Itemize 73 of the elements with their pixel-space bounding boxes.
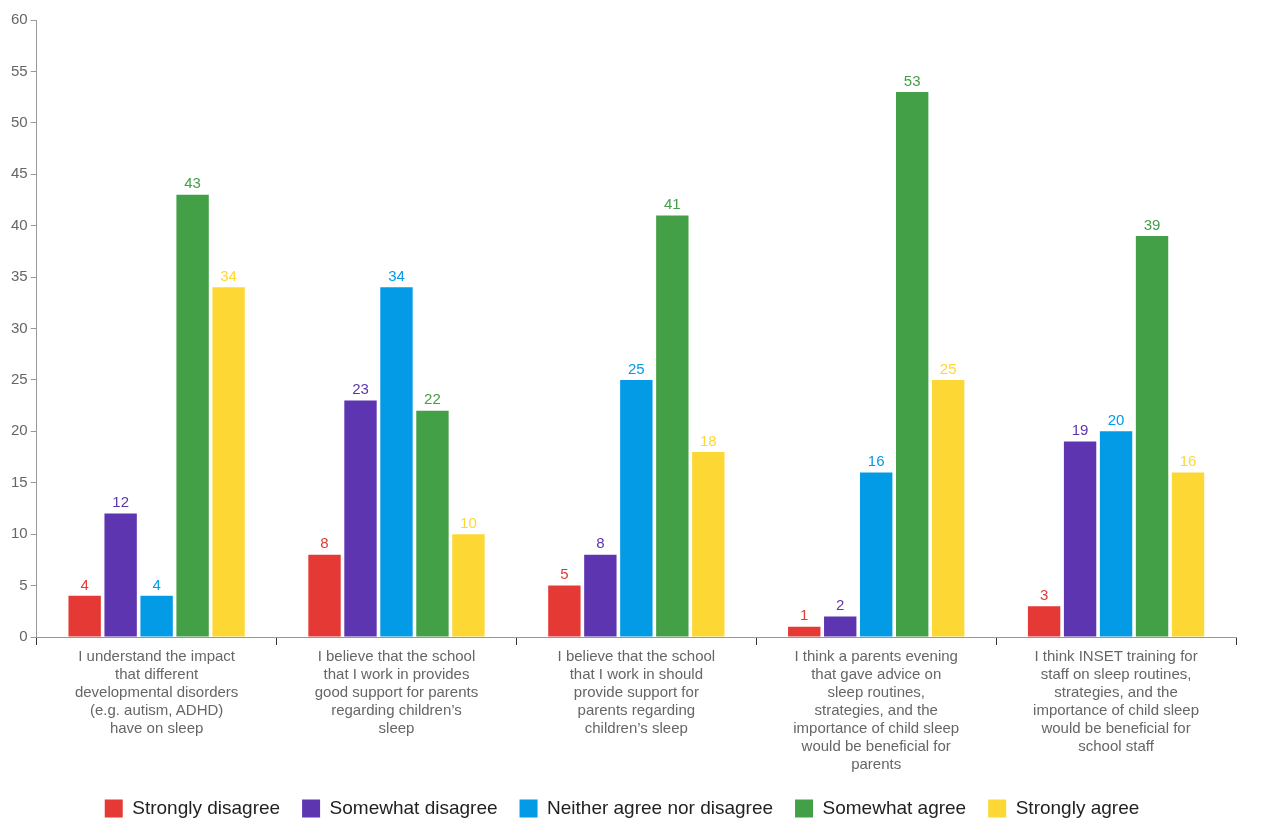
data-label: 25 [939,359,957,377]
legend-label: Somewhat agree [822,796,967,818]
data-label: 8 [596,534,605,552]
bar [656,215,689,637]
bar [860,472,893,637]
y-tick-label: 55 [11,61,28,79]
bar [1135,235,1169,637]
y-tick-label: 45 [11,164,28,182]
y-tick-label: 40 [11,215,28,233]
data-label: 10 [460,513,477,531]
x-tick-label: I believe that the school that I work in provides good support for parents regarding children’s sleep [314,647,479,737]
data-label: 18 [699,431,717,449]
bar [68,595,101,637]
data-label: 43 [184,174,201,192]
bar [895,91,929,637]
bar [620,379,653,637]
bar [824,616,857,637]
bar [1027,606,1061,637]
data-label: 41 [663,195,681,213]
bar [380,287,413,637]
bar [308,554,341,637]
data-label: 8 [320,534,329,552]
legend-label: Somewhat disagree [329,796,498,818]
bar [452,534,485,637]
bar [416,410,449,637]
bar [140,595,173,637]
y-tick-label: 25 [11,370,28,388]
bar [1099,431,1133,637]
bar [548,585,581,637]
x-tick-label: I believe that the school that I work in should provide support for parents regarding children’s sleep [557,647,716,737]
data-label: 16 [867,452,885,470]
bar [1171,472,1205,637]
bar [344,400,377,637]
bar [788,626,821,637]
data-label: 20 [1107,410,1125,428]
x-tick-label: I understand the impact that different developmental disorders (e.g. autism, ADHD) have on sleep [74,647,239,737]
x-tick-label: I think a parents evening that gave advice on sleep routines, strategies, and the importance of child sleep would be beneficial for parents [793,647,960,773]
data-label: 16 [1179,452,1197,470]
data-label: 12 [112,493,129,511]
y-tick-label: 5 [19,575,28,593]
data-label: 34 [388,267,405,285]
data-label: 4 [152,575,161,593]
data-label: 1 [800,606,809,624]
legend-label: Neither agree nor disagree [547,796,774,818]
y-tick-label: 35 [11,267,28,285]
data-label: 39 [1143,215,1161,233]
bar [212,287,245,637]
data-label: 22 [424,390,441,408]
data-label: 2 [836,596,845,614]
y-tick-label: 50 [11,112,28,130]
data-label: 25 [628,359,645,377]
data-label: 53 [903,71,921,89]
y-tick-label: 20 [11,421,28,439]
data-label: 23 [352,380,369,398]
legend-label: Strongly disagree [132,796,281,818]
bar [1063,441,1097,637]
data-label: 3 [1039,585,1049,603]
y-tick-label: 10 [11,524,28,542]
y-tick-label: 30 [11,318,28,336]
y-tick-label: 0 [19,627,28,645]
bar [692,451,725,637]
y-tick-label: 15 [11,472,28,490]
data-label: 5 [560,565,569,583]
legend-label: Strongly agree [1015,796,1140,818]
bar [104,513,137,637]
data-label: 34 [220,267,237,285]
bar [931,379,965,637]
bar [176,194,209,637]
y-tick-label: 60 [11,10,28,28]
data-label: 4 [80,575,89,593]
data-label: 19 [1071,421,1089,439]
x-tick-label: I think INSET training for staff on sleep routines, strategies, and the importance of child sleep would be beneficial for school staff [1033,647,1200,755]
bar [584,554,617,637]
